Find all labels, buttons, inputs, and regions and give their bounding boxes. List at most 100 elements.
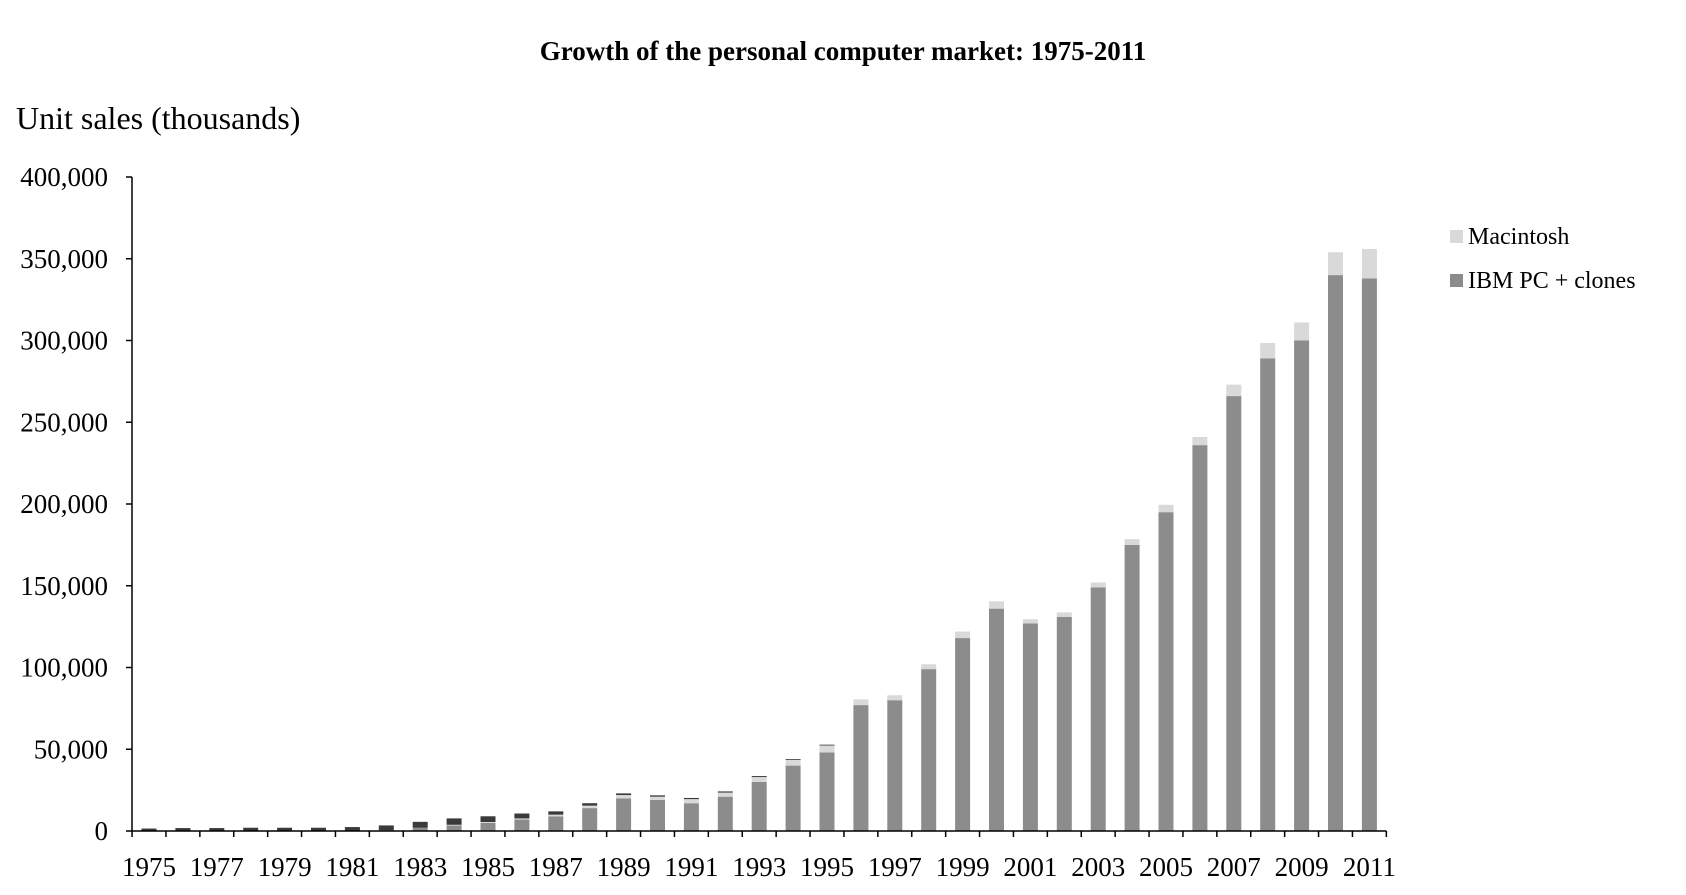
bar-1981-other: [344, 827, 360, 831]
bar-1985-ibm-pc-clones: [480, 822, 496, 831]
bar-1988-ibm-pc-clones: [582, 808, 598, 831]
bar-1985-other: [480, 816, 496, 822]
x-tick-label: 2001: [1003, 852, 1057, 882]
bar-1995-macintosh: [819, 745, 835, 753]
bar-1980-other: [311, 827, 326, 831]
bar-1990-ibm-pc-clones: [650, 799, 665, 831]
x-tick-label: 2009: [1275, 852, 1329, 882]
bar-1990-macintosh: [650, 796, 665, 800]
bar-1994-ibm-pc-clones: [785, 765, 801, 831]
bar-1997-macintosh: [887, 695, 903, 701]
x-tick-label: 1999: [936, 852, 990, 882]
bar-1984-macintosh: [446, 824, 462, 826]
bar-1986-ibm-pc-clones: [514, 819, 530, 831]
bar-2011-macintosh: [1361, 248, 1377, 279]
bar-2007-macintosh: [1226, 384, 1242, 397]
bar-1991-macintosh: [683, 799, 699, 804]
x-tick-label: 1995: [800, 852, 854, 882]
bar-2002-macintosh: [1056, 612, 1072, 617]
bar-2004-ibm-pc-clones: [1124, 544, 1140, 832]
y-tick-label: 50,000: [34, 734, 108, 764]
bar-2005-macintosh: [1158, 504, 1174, 513]
bar-1984-ibm-pc-clones: [446, 825, 462, 831]
y-tick-label: 250,000: [20, 407, 108, 437]
bar-2006-macintosh: [1192, 436, 1208, 446]
bar-1987-macintosh: [548, 814, 564, 817]
bar-1996-macintosh: [853, 699, 869, 706]
bar-1976-other: [175, 828, 191, 831]
bar-1989-macintosh: [616, 795, 632, 799]
axes: 0 50,000 100,000 150,000 200,000 250,000 300,0…: [20, 162, 1396, 882]
x-tick-label: 1983: [393, 852, 447, 882]
x-tick-label: 2007: [1207, 852, 1261, 882]
bar-1984-other: [446, 818, 462, 825]
legend: Macintosh IBM PC + clones: [1450, 224, 1636, 294]
bar-2000-ibm-pc-clones: [989, 608, 1004, 831]
bar-1985-macintosh: [480, 822, 496, 823]
bar-2007-ibm-pc-clones: [1226, 396, 1242, 831]
legend-label: Macintosh: [1468, 224, 1569, 250]
bar-1996-ibm-pc-clones: [853, 705, 869, 831]
bar-1989-other: [616, 793, 632, 796]
bar-2010-ibm-pc-clones: [1328, 275, 1343, 832]
bar-1995-other: [819, 744, 835, 746]
x-tick-label: 1975: [122, 852, 176, 882]
x-tick-label: 2003: [1071, 852, 1125, 882]
bar-2003-macintosh: [1090, 582, 1106, 588]
bar-1989-ibm-pc-clones: [616, 798, 632, 831]
bar-1983-other: [412, 821, 428, 828]
bar-1988-macintosh: [582, 805, 598, 809]
bars-layer: [141, 248, 1377, 832]
x-tick-label: 1979: [258, 852, 312, 882]
bar-1997-ibm-pc-clones: [887, 700, 903, 831]
bar-2001-ibm-pc-clones: [1022, 623, 1038, 831]
y-tick-label: 200,000: [20, 489, 108, 519]
bar-1978-other: [243, 827, 259, 831]
bar-2003-ibm-pc-clones: [1090, 587, 1106, 831]
bar-1987-ibm-pc-clones: [548, 816, 564, 831]
y-tick-label: 100,000: [20, 653, 108, 683]
chart-title: Growth of the personal computer market: …: [540, 36, 1146, 66]
x-tick-label: 1981: [325, 852, 379, 882]
x-tick-label: 1997: [868, 852, 922, 882]
bar-1979-other: [277, 827, 293, 831]
bar-2011-ibm-pc-clones: [1361, 278, 1377, 831]
y-axis-label: Unit sales (thousands): [16, 100, 300, 136]
y-tick-label: 150,000: [20, 571, 108, 601]
legend-swatch: [1450, 274, 1463, 287]
bar-1998-ibm-pc-clones: [921, 669, 937, 831]
bar-1992-ibm-pc-clones: [717, 796, 733, 831]
bar-1986-macintosh: [514, 818, 530, 820]
y-tick-label: 400,000: [20, 162, 108, 192]
bar-2009-ibm-pc-clones: [1294, 340, 1310, 831]
x-tick-label: 2005: [1139, 852, 1193, 882]
bar-2002-ibm-pc-clones: [1056, 616, 1072, 831]
bar-1994-other: [785, 759, 801, 760]
x-tick-label: 1993: [732, 852, 786, 882]
bar-1993-ibm-pc-clones: [751, 781, 767, 831]
y-tick-label: 350,000: [20, 244, 108, 274]
bar-1975-other: [141, 828, 157, 831]
x-tick-label: 1989: [597, 852, 651, 882]
bar-2000-macintosh: [989, 601, 1004, 609]
bar-1990-other: [650, 795, 665, 797]
y-tick-label: 0: [95, 816, 109, 846]
bar-2004-macintosh: [1124, 539, 1140, 545]
bar-1994-macintosh: [785, 759, 801, 766]
bar-2008-ibm-pc-clones: [1260, 358, 1276, 831]
bar-1999-macintosh: [955, 631, 971, 639]
bar-1986-other: [514, 813, 530, 819]
bar-2008-macintosh: [1260, 342, 1276, 359]
bar-1977-other: [209, 828, 225, 831]
x-tick-label: 1985: [461, 852, 515, 882]
bar-1998-macintosh: [921, 664, 937, 670]
y-tick-label: 300,000: [20, 326, 108, 356]
bar-2005-ibm-pc-clones: [1158, 512, 1174, 831]
bar-1993-other: [751, 776, 767, 778]
bar-1988-other: [582, 803, 598, 806]
legend-label: IBM PC + clones: [1468, 268, 1636, 294]
bar-1982-other: [378, 825, 394, 831]
bar-1992-other: [717, 791, 733, 793]
bar-1991-ibm-pc-clones: [683, 803, 699, 831]
